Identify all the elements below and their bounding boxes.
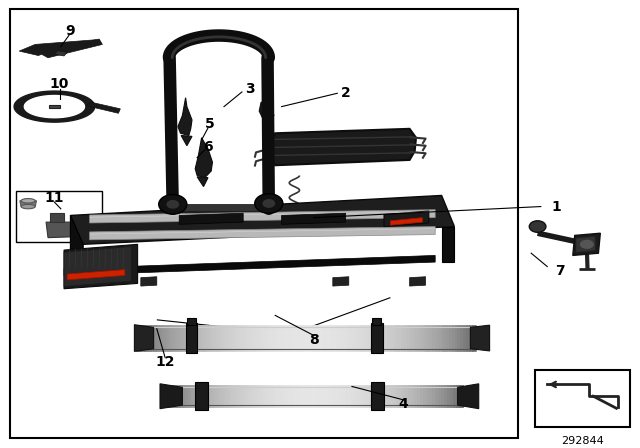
Polygon shape: [333, 277, 349, 286]
Polygon shape: [573, 233, 600, 255]
Polygon shape: [197, 177, 208, 186]
Polygon shape: [179, 213, 243, 224]
Polygon shape: [470, 325, 490, 351]
Polygon shape: [67, 270, 125, 280]
Circle shape: [159, 194, 187, 214]
Polygon shape: [390, 218, 422, 225]
Polygon shape: [49, 105, 60, 108]
Polygon shape: [186, 323, 197, 353]
Polygon shape: [24, 95, 84, 118]
Polygon shape: [50, 213, 64, 222]
Bar: [10, 9, 518, 438]
Text: 7: 7: [555, 264, 565, 278]
Polygon shape: [86, 102, 120, 113]
Bar: [535, 370, 630, 427]
Polygon shape: [195, 382, 208, 410]
Polygon shape: [268, 129, 416, 165]
Polygon shape: [46, 222, 88, 237]
Polygon shape: [195, 138, 212, 178]
Circle shape: [579, 239, 595, 250]
Polygon shape: [384, 211, 429, 227]
Text: 8: 8: [308, 333, 319, 347]
Polygon shape: [90, 228, 435, 234]
Text: 5: 5: [205, 117, 215, 131]
Circle shape: [529, 221, 546, 233]
Polygon shape: [371, 323, 383, 353]
Circle shape: [255, 194, 283, 213]
Polygon shape: [90, 277, 106, 286]
Text: 10: 10: [50, 78, 69, 91]
Polygon shape: [141, 277, 157, 286]
Polygon shape: [20, 201, 36, 207]
Polygon shape: [178, 98, 192, 135]
Bar: [16, 191, 102, 242]
Polygon shape: [187, 319, 196, 325]
Polygon shape: [64, 255, 435, 276]
Polygon shape: [259, 102, 274, 120]
Circle shape: [166, 200, 179, 209]
Polygon shape: [64, 246, 131, 287]
Polygon shape: [54, 51, 67, 56]
Text: 2: 2: [340, 86, 351, 100]
Text: 12: 12: [156, 355, 175, 369]
Polygon shape: [372, 319, 381, 325]
Polygon shape: [371, 382, 384, 410]
Polygon shape: [160, 384, 182, 409]
Text: 6: 6: [203, 140, 213, 154]
Polygon shape: [90, 211, 435, 217]
Polygon shape: [90, 227, 435, 240]
Polygon shape: [576, 236, 595, 252]
Text: 4: 4: [398, 397, 408, 411]
Text: 3: 3: [244, 82, 255, 96]
Polygon shape: [282, 213, 346, 224]
Polygon shape: [458, 384, 479, 409]
Polygon shape: [19, 39, 102, 58]
Polygon shape: [134, 325, 154, 351]
Polygon shape: [410, 277, 426, 286]
Text: 1: 1: [552, 199, 562, 214]
Polygon shape: [64, 244, 138, 289]
Ellipse shape: [21, 198, 35, 203]
Text: 11: 11: [45, 191, 64, 205]
Polygon shape: [14, 91, 95, 122]
Text: 292844: 292844: [561, 436, 604, 446]
Polygon shape: [442, 227, 454, 262]
Polygon shape: [181, 135, 192, 146]
Circle shape: [262, 199, 275, 208]
Polygon shape: [70, 195, 454, 244]
Polygon shape: [70, 215, 83, 276]
Polygon shape: [90, 210, 435, 223]
Text: 9: 9: [65, 24, 76, 38]
Ellipse shape: [21, 204, 35, 209]
